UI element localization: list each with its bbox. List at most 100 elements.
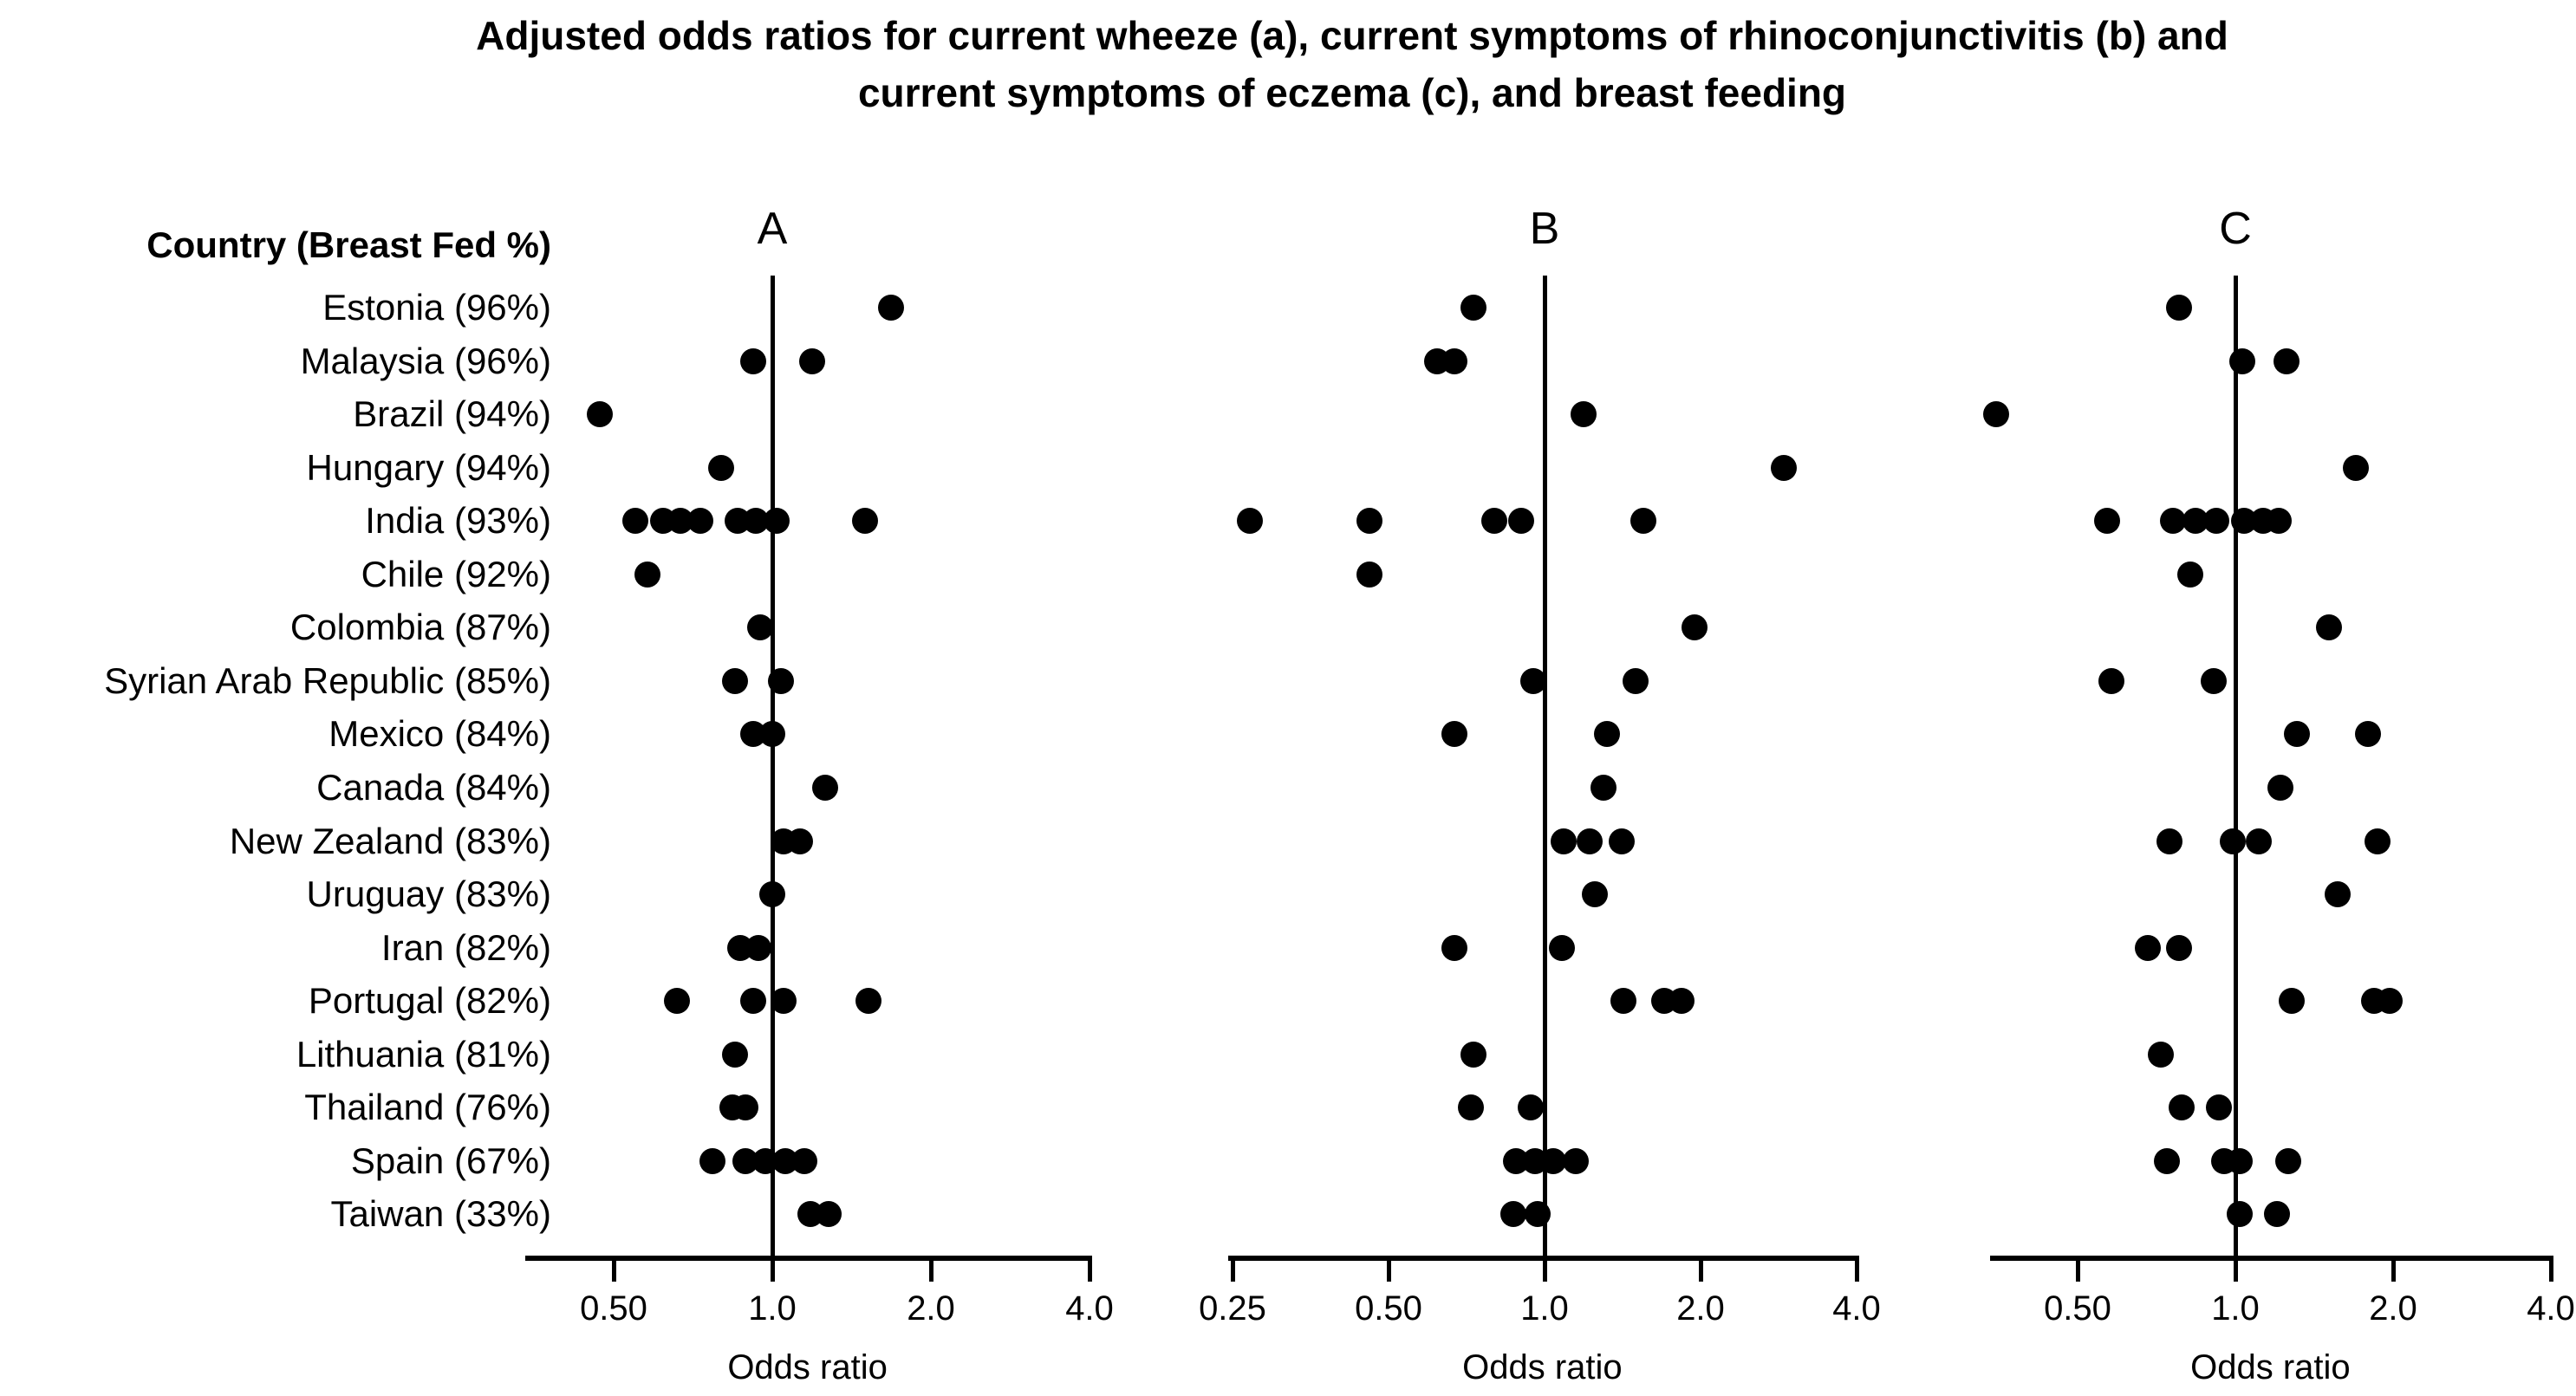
axis-tick: [1230, 1256, 1235, 1282]
data-point: [2220, 828, 2247, 854]
data-point: [1236, 508, 1263, 535]
axis-tick: [2391, 1256, 2396, 1282]
panel-letter: B: [1529, 204, 1560, 254]
data-point: [2094, 508, 2121, 535]
reference-line: [2233, 276, 2238, 1261]
data-point: [2266, 508, 2293, 535]
x-axis-label: Odds ratio: [1462, 1348, 1623, 1386]
x-axis: [525, 1256, 1090, 1261]
data-point: [1460, 295, 1487, 321]
data-point: [1551, 828, 1577, 854]
axis-tick: [1087, 1256, 1092, 1282]
data-point: [2159, 508, 2186, 535]
data-point: [759, 721, 785, 748]
data-point: [1441, 347, 1467, 374]
country-label: Uruguay (83%): [306, 873, 551, 915]
data-point: [699, 1147, 725, 1174]
reference-line: [770, 276, 775, 1261]
row-header: Country (Breast Fed %): [146, 224, 551, 265]
x-axis: [1989, 1256, 2551, 1261]
data-point: [2316, 614, 2343, 641]
axis-tick: [2233, 1256, 2238, 1282]
data-point: [787, 828, 814, 854]
data-point: [790, 1147, 817, 1174]
country-label: Hungary (94%): [306, 446, 551, 488]
data-point: [2325, 881, 2352, 908]
data-point: [2283, 721, 2310, 748]
axis-tick: [1542, 1256, 1547, 1282]
country-label: Malaysia (96%): [300, 340, 551, 381]
data-point: [1548, 934, 1575, 961]
data-point: [2354, 721, 2381, 748]
axis-tick: [770, 1256, 775, 1282]
data-point: [2165, 934, 2192, 961]
data-point: [1609, 828, 1636, 854]
country-label: Thailand (76%): [304, 1087, 551, 1128]
chart-title: Adjusted odds ratios for current wheeze …: [130, 7, 2574, 121]
data-point: [1771, 454, 1798, 481]
data-point: [770, 988, 797, 1015]
data-point: [2169, 1094, 2195, 1121]
axis-tick-label: 0.50: [2044, 1289, 2111, 1328]
x-axis-label: Odds ratio: [2190, 1348, 2351, 1386]
data-point: [2176, 561, 2203, 588]
country-label: Mexico (84%): [329, 713, 551, 755]
axis-tick: [611, 1256, 616, 1282]
country-label: Canada (84%): [316, 766, 551, 808]
data-point: [586, 401, 613, 428]
country-label: Spain (67%): [350, 1140, 551, 1181]
axis-tick: [1854, 1256, 1859, 1282]
data-point: [2153, 1147, 2180, 1174]
data-point: [2274, 1147, 2301, 1174]
data-point: [2343, 454, 2370, 481]
axis-tick: [1698, 1256, 1703, 1282]
data-point: [816, 1201, 842, 1228]
data-point: [2134, 934, 2161, 961]
data-point: [1540, 1147, 1567, 1174]
data-point: [2227, 1147, 2254, 1174]
country-label: Taiwan (33%): [330, 1193, 551, 1235]
data-point: [2205, 1094, 2232, 1121]
data-point: [664, 988, 691, 1015]
data-point: [759, 881, 785, 908]
data-point: [1460, 1041, 1487, 1068]
chart-title-line1: Adjusted odds ratios for current wheeze …: [476, 13, 2228, 58]
data-point: [1590, 774, 1617, 801]
data-point: [1563, 1147, 1590, 1174]
axis-tick: [2548, 1256, 2553, 1282]
reference-line: [1542, 276, 1547, 1261]
axis-tick-label: 2.0: [1676, 1289, 1725, 1328]
country-label: Colombia (87%): [289, 607, 551, 648]
data-point: [1481, 508, 1508, 535]
axis-tick-label: 0.50: [580, 1289, 647, 1328]
data-point: [852, 508, 879, 535]
data-point: [2201, 667, 2228, 694]
data-point: [708, 454, 735, 481]
data-point: [739, 347, 766, 374]
data-point: [1576, 828, 1603, 854]
data-point: [812, 774, 839, 801]
data-point: [739, 988, 766, 1015]
axis-tick: [1386, 1256, 1391, 1282]
country-label: Iran (82%): [381, 926, 551, 968]
data-point: [732, 1094, 759, 1121]
data-point: [1507, 508, 1534, 535]
axis-tick-label: 4.0: [2527, 1289, 2575, 1328]
data-point: [1571, 401, 1597, 428]
country-labels: Country (Breast Fed %) Estonia (96%) Mala…: [0, 0, 551, 1396]
axis-tick-label: 0.25: [1199, 1289, 1266, 1328]
data-point: [2278, 988, 2305, 1015]
axis-tick-label: 1.0: [2211, 1289, 2260, 1328]
data-point: [1525, 1201, 1551, 1228]
axis-tick-label: 0.50: [1355, 1289, 1422, 1328]
axis-tick-label: 2.0: [2369, 1289, 2417, 1328]
data-point: [798, 347, 825, 374]
x-axis: [1227, 1256, 1857, 1261]
data-point: [1519, 667, 1546, 694]
data-point: [1581, 881, 1608, 908]
axis-tick-label: 1.0: [748, 1289, 797, 1328]
data-point: [1356, 508, 1383, 535]
data-point: [1594, 721, 1621, 748]
chart-title-line2: current symptoms of eczema (c), and brea…: [857, 70, 1847, 115]
